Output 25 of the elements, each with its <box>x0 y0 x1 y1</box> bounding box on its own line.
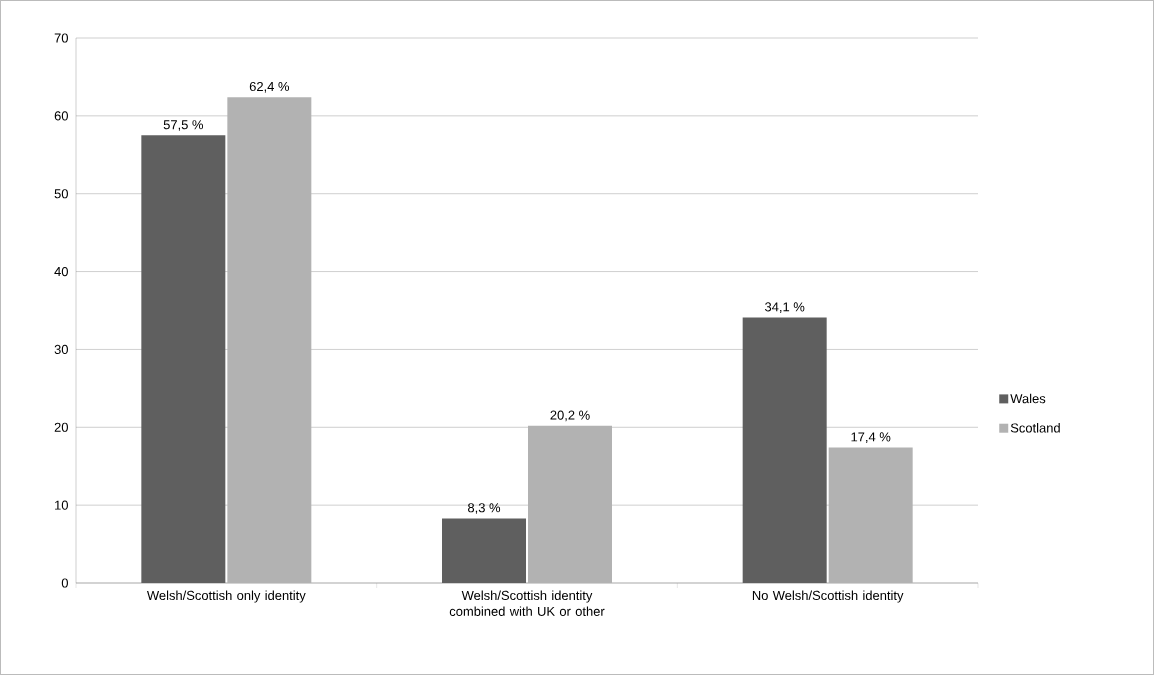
y-tick-label: 10 <box>55 500 68 510</box>
bar <box>742 317 827 583</box>
x-tick-label: Welsh/Scottish only identity <box>146 590 306 603</box>
y-tick-label: 20 <box>54 422 68 432</box>
y-tick-label: 50 <box>54 189 68 199</box>
bar <box>528 425 613 583</box>
y-tick-label: 0 <box>61 578 68 588</box>
legend-label: Wales <box>1010 393 1046 404</box>
y-tick-label: 70 <box>54 33 68 43</box>
bar <box>141 135 226 583</box>
data-label: 8,3 % <box>468 503 501 514</box>
data-label: 20,2 % <box>550 410 590 422</box>
bar <box>828 447 913 583</box>
data-label: 17,4 % <box>851 432 891 444</box>
y-tick-label: 40 <box>54 266 68 277</box>
y-tick-label: 30 <box>54 344 68 355</box>
x-tick-label: No Welsh/Scottish identity <box>752 590 904 603</box>
data-label: 62,4 % <box>249 81 290 93</box>
bar <box>227 97 312 583</box>
legend-label: Scotland <box>1010 423 1060 433</box>
data-label: 57,5 % <box>163 120 204 131</box>
bar <box>442 518 526 583</box>
y-tick-label: 60 <box>54 111 68 121</box>
x-tick-label: Welsh/Scottish identity combined with UK or other <box>449 590 605 616</box>
data-label: 34,1 % <box>765 302 805 313</box>
